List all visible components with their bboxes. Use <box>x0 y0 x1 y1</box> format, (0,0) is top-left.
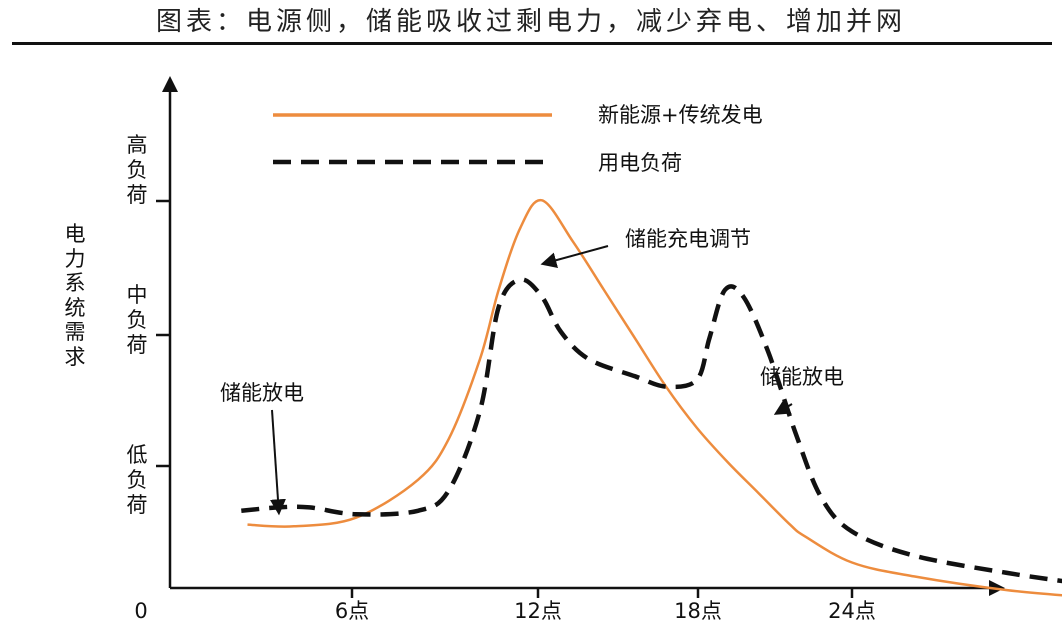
series-line-load <box>241 277 1062 584</box>
annotation-discharge-right: 储能放电 <box>760 365 844 389</box>
annotation-arrow-charge-regulation <box>540 245 609 268</box>
legend-label-generation: 新能源+传统发电 <box>598 103 763 127</box>
y-tick-label-mid: 中负荷 <box>126 283 148 357</box>
y-tick-label-high: 高负荷 <box>126 133 148 207</box>
x-tick-label-6: 6点 <box>334 599 370 623</box>
y-tick-label-low: 低负荷 <box>126 443 148 517</box>
title-divider <box>12 42 1052 45</box>
x-tick-label-18: 18点 <box>674 599 722 623</box>
chart-title: 图表：电源侧，储能吸收过剩电力，减少弃电、增加并网 <box>155 7 906 37</box>
annotation-arrow-discharge-right <box>773 399 793 415</box>
x-tick-label-12: 12点 <box>514 599 562 623</box>
legend-label-load: 用电负荷 <box>598 151 682 175</box>
annotation-charge-regulation: 储能充电调节 <box>625 227 751 251</box>
y-axis-label: 电力系统需求 <box>64 222 86 369</box>
x-tick-label-24: 24点 <box>828 599 876 623</box>
y-axis-arrow <box>162 76 178 92</box>
series-line-generation <box>247 198 1062 597</box>
x-origin-label: 0 <box>134 599 148 623</box>
annotation-discharge-left: 储能放电 <box>220 381 304 405</box>
annotation-arrow-discharge-left <box>269 409 286 516</box>
